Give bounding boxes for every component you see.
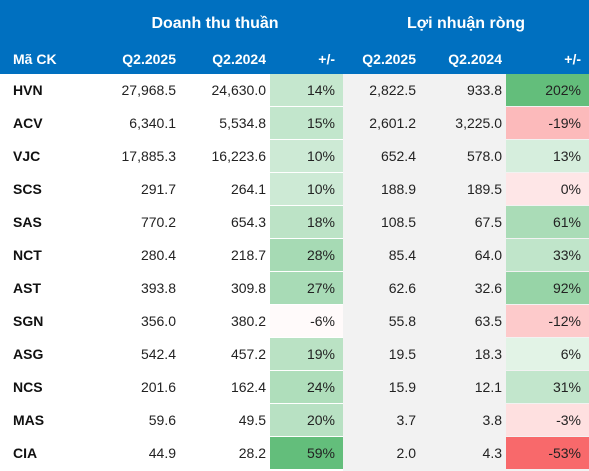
profit-q2024-cell: 32.6 — [474, 280, 502, 296]
ticker-cell: NCS — [13, 379, 43, 395]
revenue-q2024-cell: 380.2 — [230, 313, 266, 329]
profit-q2024-cell: 578.0 — [466, 148, 502, 164]
revenue-q2024-cell: 162.4 — [230, 379, 266, 395]
column-header-ticker: Mã CK — [13, 51, 57, 67]
revenue-q2025-cell: 356.0 — [140, 313, 176, 329]
profit-q2024-cell: 63.5 — [474, 313, 502, 329]
ticker-cell: CIA — [13, 445, 38, 461]
profit-q2025-cell: 15.9 — [388, 379, 416, 395]
ticker-cell: SCS — [13, 181, 42, 197]
revenue-q2024-cell: 28.2 — [238, 445, 266, 461]
profit-q2024-cell: 67.5 — [474, 214, 502, 230]
profit-q2025-cell: 3.7 — [396, 412, 416, 428]
column-header-revenue-q2024: Q2.2024 — [212, 51, 266, 67]
profit-q2024-cell: 18.3 — [474, 346, 502, 362]
revenue-change-cell: 20% — [270, 404, 343, 436]
column-header-profit-change: +/- — [564, 51, 581, 67]
revenue-change-cell: 18% — [270, 206, 343, 238]
revenue-change-cell: 27% — [270, 272, 343, 304]
profit-q2025-cell: 108.5 — [380, 214, 416, 230]
profit-q2025-cell: 2.0 — [396, 445, 416, 461]
ticker-cell: NCT — [13, 247, 42, 263]
profit-q2025-cell: 55.8 — [388, 313, 416, 329]
profit-q2025-cell: 652.4 — [380, 148, 416, 164]
revenue-q2024-cell: 457.2 — [230, 346, 266, 362]
column-header-revenue-change: +/- — [318, 51, 335, 67]
ticker-cell: SGN — [13, 313, 44, 329]
profit-q2025-cell: 85.4 — [388, 247, 416, 263]
column-header-profit-q2024: Q2.2024 — [448, 51, 502, 67]
ticker-cell: SAS — [13, 214, 42, 230]
group-header-profit: Lợi nhuận ròng — [406, 15, 526, 32]
profit-q2025-cell: 62.6 — [388, 280, 416, 296]
revenue-q2025-cell: 59.6 — [148, 412, 176, 428]
revenue-change-cell: -6% — [270, 305, 343, 337]
ticker-cell: VJC — [13, 148, 41, 164]
revenue-q2024-cell: 218.7 — [230, 247, 266, 263]
profit-q2024-cell: 3,225.0 — [455, 115, 502, 131]
profit-q2025-cell: 2,601.2 — [369, 115, 416, 131]
profit-q2025-cell: 188.9 — [380, 181, 416, 197]
profit-change-cell: -53% — [506, 437, 589, 469]
profit-change-cell: 0% — [506, 173, 589, 205]
profit-q2024-cell: 64.0 — [474, 247, 502, 263]
revenue-change-cell: 15% — [270, 107, 343, 139]
group-header-revenue: Doanh thu thuần — [151, 15, 279, 32]
profit-change-cell: 202% — [506, 74, 589, 106]
profit-q2025-cell: 19.5 — [388, 346, 416, 362]
revenue-q2025-cell: 770.2 — [140, 214, 176, 230]
ticker-cell: AST — [13, 280, 41, 296]
ticker-cell: ASG — [13, 346, 44, 362]
profit-change-cell: 92% — [506, 272, 589, 304]
revenue-change-cell: 59% — [270, 437, 343, 469]
revenue-q2024-cell: 309.8 — [230, 280, 266, 296]
revenue-q2024-cell: 24,630.0 — [211, 82, 267, 98]
profit-q2024-cell: 189.5 — [466, 181, 502, 197]
revenue-q2025-cell: 6,340.1 — [129, 115, 176, 131]
revenue-q2024-cell: 49.5 — [238, 412, 266, 428]
revenue-change-cell: 10% — [270, 173, 343, 205]
profit-change-cell: -3% — [506, 404, 589, 436]
revenue-change-cell: 10% — [270, 140, 343, 172]
revenue-q2024-cell: 264.1 — [230, 181, 266, 197]
revenue-q2025-cell: 542.4 — [140, 346, 176, 362]
column-header-revenue-q2025: Q2.2025 — [122, 51, 176, 67]
revenue-q2025-cell: 393.8 — [140, 280, 176, 296]
revenue-q2024-cell: 16,223.6 — [211, 148, 267, 164]
profit-change-cell: -19% — [506, 107, 589, 139]
ticker-cell: HVN — [13, 82, 43, 98]
profit-q2025-cell: 2,822.5 — [369, 82, 416, 98]
ticker-cell: ACV — [13, 115, 43, 131]
profit-change-cell: 61% — [506, 206, 589, 238]
revenue-q2025-cell: 280.4 — [140, 247, 176, 263]
revenue-q2025-cell: 17,885.3 — [121, 148, 177, 164]
revenue-change-cell: 24% — [270, 371, 343, 403]
revenue-q2024-cell: 654.3 — [230, 214, 266, 230]
revenue-q2024-cell: 5,534.8 — [219, 115, 266, 131]
revenue-q2025-cell: 44.9 — [148, 445, 176, 461]
profit-change-cell: -12% — [506, 305, 589, 337]
ticker-cell: MAS — [13, 412, 45, 428]
revenue-change-cell: 28% — [270, 239, 343, 271]
profit-q2024-cell: 3.8 — [482, 412, 502, 428]
revenue-q2025-cell: 201.6 — [140, 379, 176, 395]
profit-change-cell: 6% — [506, 338, 589, 370]
profit-q2024-cell: 933.8 — [466, 82, 502, 98]
table-header — [0, 0, 589, 74]
profit-q2024-cell: 12.1 — [474, 379, 502, 395]
revenue-q2025-cell: 27,968.5 — [121, 82, 177, 98]
profit-q2024-cell: 4.3 — [482, 445, 502, 461]
profit-change-cell: 13% — [506, 140, 589, 172]
column-header-profit-q2025: Q2.2025 — [362, 51, 416, 67]
profit-change-cell: 31% — [506, 371, 589, 403]
revenue-q2025-cell: 291.7 — [140, 181, 176, 197]
revenue-change-cell: 19% — [270, 338, 343, 370]
profit-change-cell: 33% — [506, 239, 589, 271]
revenue-change-cell: 14% — [270, 74, 343, 106]
